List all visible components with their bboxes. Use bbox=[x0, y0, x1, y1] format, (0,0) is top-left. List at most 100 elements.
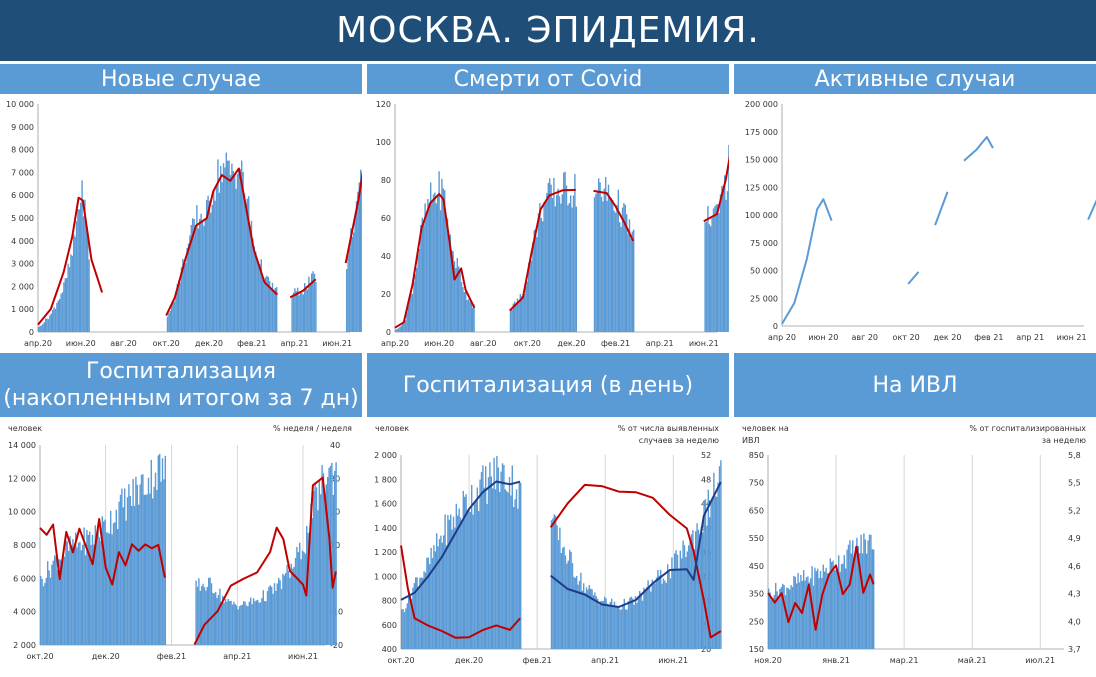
y-tick-label: 150 bbox=[749, 645, 764, 654]
y-tick-label: 20 bbox=[381, 290, 391, 299]
series-line bbox=[593, 189, 635, 242]
bar bbox=[245, 204, 247, 332]
bar bbox=[595, 596, 597, 649]
bar bbox=[479, 479, 481, 649]
bar bbox=[124, 488, 126, 645]
y2-axis-title-line2: случаев за неделю bbox=[639, 436, 719, 445]
chart-hosp-daily-panel: 400 600 800 1 000 1 200 1 400 1 600 1 800 2 000 2… bbox=[367, 417, 729, 673]
bar bbox=[682, 540, 684, 649]
bar bbox=[249, 225, 251, 332]
bar bbox=[422, 577, 424, 649]
bar bbox=[557, 540, 560, 649]
bar bbox=[213, 593, 215, 645]
y-axis-title: человек bbox=[8, 424, 42, 433]
chart-hosp-daily: 400 600 800 1 000 1 200 1 400 1 600 1 800 2 000 2… bbox=[374, 424, 722, 665]
bar bbox=[53, 307, 55, 332]
header-new-cases: Новые случае bbox=[0, 64, 362, 94]
bar bbox=[138, 504, 140, 645]
bar bbox=[225, 152, 227, 332]
bar bbox=[714, 496, 716, 649]
x-tick-label: авг.20 bbox=[470, 339, 497, 348]
bar bbox=[447, 514, 449, 649]
bar bbox=[169, 311, 171, 332]
bar bbox=[554, 206, 556, 332]
bar bbox=[470, 300, 472, 332]
bar bbox=[636, 602, 638, 649]
bar bbox=[140, 474, 143, 645]
bar bbox=[312, 271, 314, 332]
series-line bbox=[550, 481, 722, 608]
bar bbox=[773, 595, 775, 649]
bar bbox=[520, 482, 522, 649]
bar bbox=[672, 568, 674, 649]
bar bbox=[244, 601, 246, 645]
bar bbox=[197, 228, 199, 332]
bar bbox=[644, 589, 646, 649]
y-axis-title-line2: ИВЛ bbox=[742, 436, 760, 445]
bar bbox=[514, 301, 516, 332]
bar bbox=[779, 589, 781, 649]
bar bbox=[331, 462, 333, 645]
bar bbox=[552, 518, 554, 649]
bar bbox=[63, 282, 65, 332]
header-hosp-7d-line2: (накопленным итогом за 7 дн) bbox=[3, 386, 359, 411]
bar bbox=[235, 188, 237, 332]
bar bbox=[711, 217, 713, 332]
bar bbox=[532, 242, 534, 332]
y-tick-label: 6 000 bbox=[11, 191, 34, 200]
x-tick-label: окт.20 bbox=[514, 339, 541, 348]
x-tick-label: янв.21 bbox=[822, 656, 849, 665]
bar bbox=[206, 586, 208, 645]
bar bbox=[591, 589, 593, 649]
bar-series bbox=[401, 456, 722, 649]
bar bbox=[448, 239, 450, 332]
y2-tick-label: 40 bbox=[330, 441, 340, 450]
bar bbox=[627, 233, 629, 332]
bar bbox=[239, 169, 241, 332]
bar bbox=[424, 572, 427, 649]
y2-tick-label: 20 bbox=[701, 645, 711, 654]
bar bbox=[578, 580, 581, 649]
bar bbox=[499, 491, 501, 649]
bar bbox=[420, 224, 422, 332]
bar bbox=[609, 601, 611, 649]
bar bbox=[594, 592, 596, 649]
y-tick-label: 12 000 bbox=[8, 474, 36, 483]
bar bbox=[632, 598, 634, 649]
bar bbox=[121, 488, 123, 645]
bar bbox=[713, 472, 715, 649]
bar bbox=[647, 580, 649, 649]
bar bbox=[397, 328, 400, 332]
bar bbox=[668, 571, 670, 649]
bar bbox=[69, 536, 71, 645]
bar bbox=[597, 598, 599, 649]
bar bbox=[430, 547, 432, 649]
bar bbox=[655, 577, 658, 649]
bar bbox=[643, 587, 645, 649]
bar bbox=[52, 309, 54, 332]
bar bbox=[187, 243, 190, 332]
x-tick-label: окт.20 bbox=[26, 652, 53, 661]
bar bbox=[444, 190, 446, 332]
bar bbox=[504, 489, 506, 649]
bar bbox=[432, 194, 435, 332]
bar bbox=[627, 601, 630, 649]
bar bbox=[835, 570, 837, 649]
chart-new-cases: 0 1 000 2 000 3 000 4 000 5 000 6 000 7 000 8 00… bbox=[6, 100, 373, 348]
bar bbox=[395, 329, 397, 332]
bar bbox=[231, 163, 233, 332]
bar bbox=[77, 542, 80, 645]
bar bbox=[452, 516, 455, 649]
bar bbox=[616, 205, 618, 332]
bar bbox=[45, 577, 47, 645]
bar bbox=[276, 287, 278, 332]
bar bbox=[318, 480, 320, 645]
bar bbox=[299, 292, 302, 332]
bar bbox=[58, 559, 60, 645]
bar bbox=[61, 292, 64, 332]
bar bbox=[577, 584, 579, 649]
x-tick-label: июн 20 bbox=[808, 333, 838, 342]
bar bbox=[311, 273, 313, 332]
bar bbox=[768, 588, 770, 649]
bar bbox=[403, 611, 406, 649]
